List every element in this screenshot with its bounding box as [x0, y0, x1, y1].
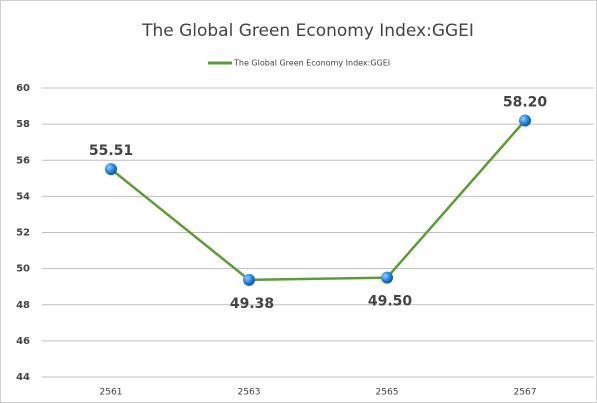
- data-label: 49.50: [368, 294, 413, 310]
- y-tick-label: 54: [16, 191, 30, 202]
- x-tick-label: 2567: [514, 388, 537, 398]
- y-tick-label: 50: [16, 264, 30, 275]
- y-tick-label: 56: [16, 155, 30, 166]
- legend-label: The Global Green Economy Index:GGEI: [233, 59, 390, 68]
- x-tick-label: 2561: [100, 388, 123, 398]
- y-tick-label: 60: [16, 83, 30, 94]
- data-label: 55.51: [89, 143, 133, 159]
- point-marker: [243, 273, 255, 286]
- series-line: [110, 119, 526, 282]
- y-tick-label: 58: [16, 119, 30, 130]
- data-label: 49.38: [230, 296, 274, 312]
- y-tick-label: 52: [16, 228, 30, 239]
- x-tick-label: 2565: [376, 388, 399, 398]
- x-tick-label: 2563: [238, 388, 261, 398]
- point-marker: [105, 163, 117, 176]
- point-marker: [381, 271, 393, 284]
- point-marker: [519, 114, 531, 127]
- chart-title: The Global Green Economy Index:GGEI: [141, 21, 474, 41]
- y-tick-label: 46: [16, 336, 30, 347]
- data-label: 58.20: [503, 95, 548, 111]
- y-tick-label: 44: [16, 372, 30, 383]
- y-tick-label: 48: [16, 300, 30, 311]
